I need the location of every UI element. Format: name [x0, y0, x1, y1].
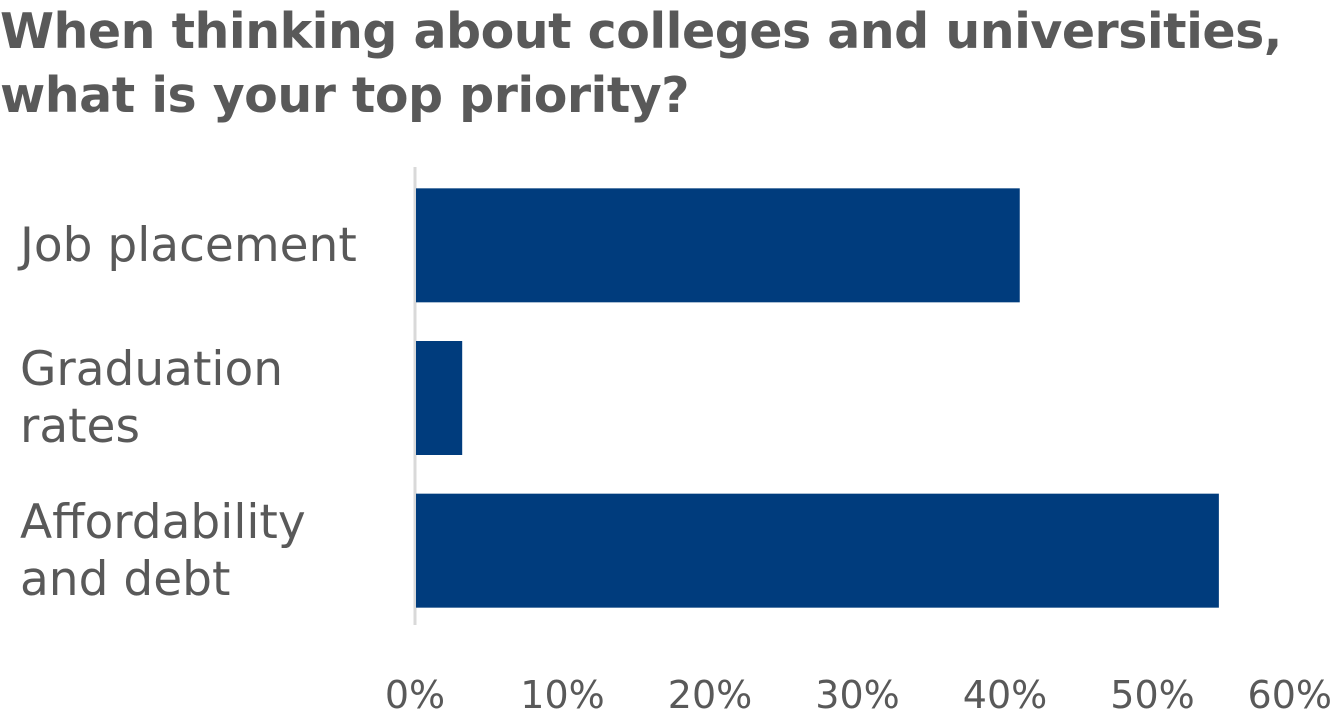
category-label: Affordability and debt [20, 494, 410, 608]
bars-group [416, 188, 1219, 608]
x-tick-label: 50% [1110, 673, 1194, 717]
x-tick-label: 30% [815, 673, 899, 717]
bar-affordability-and-debt [416, 493, 1219, 608]
chart-title: When thinking about colleges and univers… [0, 3, 1282, 124]
bar-job-placement [416, 188, 1020, 303]
x-tick-label: 40% [963, 673, 1047, 717]
category-label-line: and debt [20, 551, 231, 607]
x-tick-label: 0% [385, 673, 445, 717]
category-label-line: Job placement [20, 217, 357, 273]
category-label-line: rates [20, 399, 140, 454]
category-label-line: Graduation [20, 342, 283, 397]
category-label: Job placement [20, 217, 410, 274]
x-tick-label: 20% [668, 673, 752, 717]
x-tick-label: 10% [520, 673, 604, 717]
x-axis-ticks: 0% 10% 20% 30% 40% 50% 60% [385, 673, 1332, 717]
bar-graduation-rates [416, 341, 463, 455]
category-label-line: Affordability [20, 494, 306, 550]
category-label: Graduation rates [20, 341, 410, 455]
x-tick-label: 60% [1248, 673, 1332, 717]
